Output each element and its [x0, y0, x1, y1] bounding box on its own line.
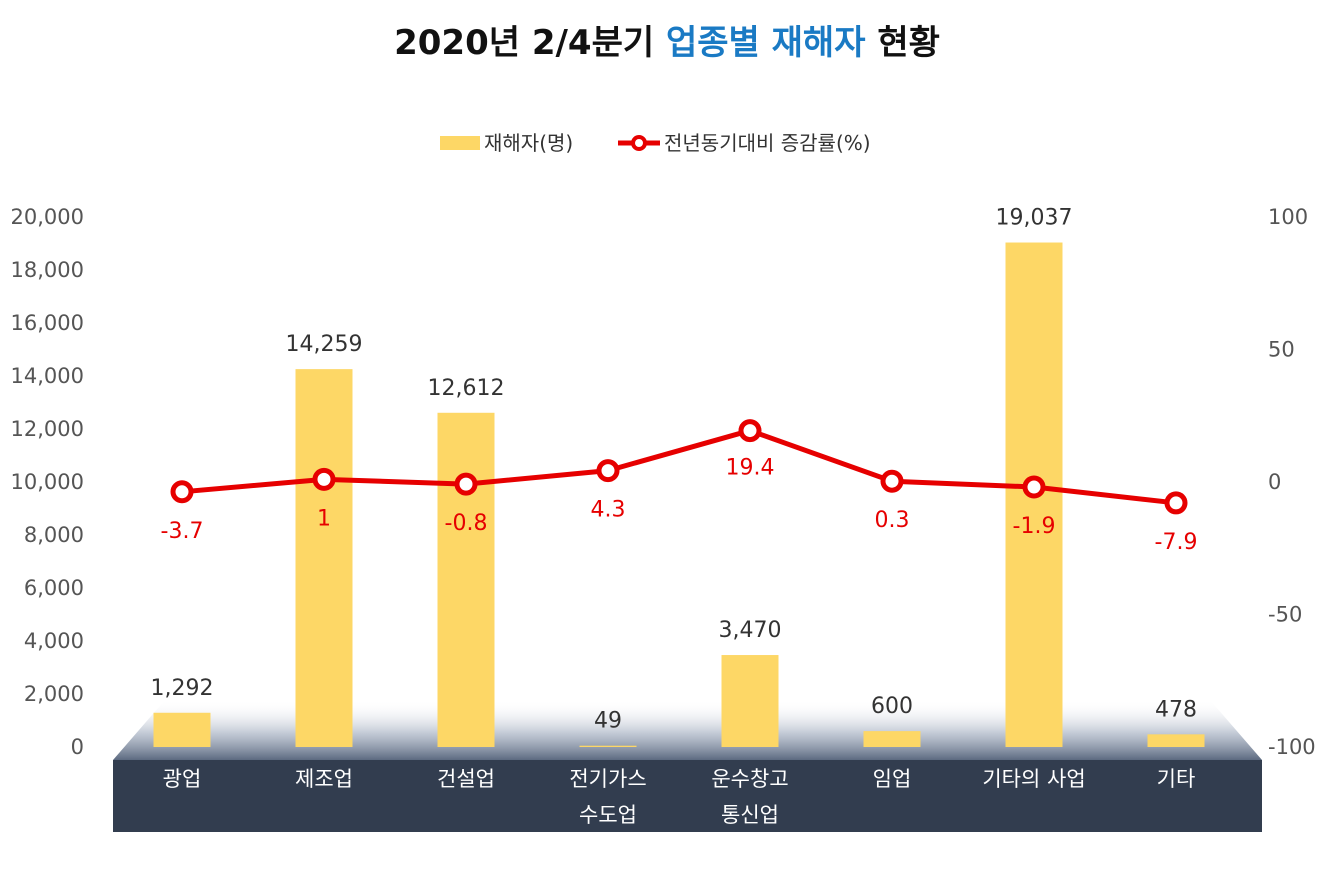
- rate-value-label: 4.3: [591, 498, 626, 523]
- bar-value-label: 12,612: [428, 376, 505, 401]
- left-axis-tick: 0: [71, 735, 84, 759]
- legend-line-label: 전년동기대비 증감률(%): [664, 131, 871, 155]
- left-axis-tick: 6,000: [24, 576, 84, 600]
- bar: [295, 369, 353, 747]
- rate-line: [181, 428, 1177, 506]
- legend-bar-swatch: [440, 136, 480, 150]
- right-axis: -100 -50 0 50 100: [1268, 205, 1316, 759]
- rate-marker: [880, 469, 904, 493]
- category-label: 기타: [1157, 767, 1196, 791]
- rate-marker: [738, 419, 762, 443]
- rate-marker: [170, 480, 194, 504]
- right-axis-tick: -100: [1268, 735, 1316, 759]
- rate-value-label: -7.9: [1155, 530, 1198, 555]
- category-label: 전기가스: [569, 767, 646, 791]
- rate-line-series: [170, 419, 1188, 515]
- left-axis-tick: 14,000: [11, 364, 84, 388]
- category-band: [113, 760, 1262, 832]
- chart-floor: [113, 700, 1262, 760]
- rate-value-label: 1: [317, 506, 331, 531]
- bar: [1147, 734, 1205, 747]
- rate-value-label: 19.4: [726, 456, 775, 481]
- bar: [863, 731, 921, 747]
- bar: [153, 712, 211, 747]
- left-axis-tick: 4,000: [24, 629, 84, 653]
- rate-marker: [596, 459, 620, 483]
- left-axis-tick: 10,000: [11, 470, 84, 494]
- bar-value-label: 19,037: [996, 206, 1073, 231]
- bar: [437, 412, 495, 747]
- rate-value-label: 0.3: [875, 508, 910, 533]
- right-axis-tick: 50: [1268, 338, 1295, 362]
- rate-marker: [1022, 475, 1046, 499]
- rate-marker: [454, 472, 478, 496]
- category-label: 제조업: [295, 767, 353, 791]
- left-axis-tick: 18,000: [11, 258, 84, 282]
- left-axis-tick: 2,000: [24, 682, 84, 706]
- chart-title-suffix: 현황: [866, 23, 940, 63]
- rate-value-label: -3.7: [161, 519, 204, 544]
- left-axis: 0 2,000 4,000 6,000 8,000 10,000 12,000 14,000 1…: [11, 205, 84, 759]
- rate-value-label: -1.9: [1013, 514, 1056, 539]
- bar-value-label: 1,292: [151, 676, 214, 701]
- right-axis-tick: -50: [1268, 603, 1302, 627]
- legend-line-marker: [631, 135, 647, 151]
- chart-title-accent: 업종별 재해자: [666, 23, 866, 63]
- bar-value-label: 49: [594, 709, 622, 734]
- legend-bar-label: 재해자(명): [484, 131, 573, 155]
- bar-value-label: 600: [871, 694, 913, 719]
- left-axis-tick: 20,000: [11, 205, 84, 229]
- category-label: 건설업: [437, 767, 495, 791]
- category-label: 운수창고: [711, 767, 788, 791]
- left-axis-tick: 16,000: [11, 311, 84, 335]
- rate-value-label: -0.8: [445, 511, 488, 536]
- category-label: 수도업: [579, 803, 637, 827]
- category-label: 광업: [163, 767, 202, 791]
- right-axis-tick: 100: [1268, 205, 1308, 229]
- bar: [721, 655, 779, 747]
- right-axis-tick: 0: [1268, 470, 1281, 494]
- category-label: 임업: [873, 767, 912, 791]
- legend: 재해자(명) 전년동기대비 증감률(%): [440, 131, 871, 155]
- bar-value-label: 14,259: [286, 332, 363, 357]
- bar-value-label: 478: [1155, 697, 1197, 722]
- category-label: 기타의 사업: [982, 767, 1085, 791]
- chart-title: 2020년 2/4분기 업종별 재해자 현황: [394, 23, 940, 63]
- left-axis-tick: 8,000: [24, 523, 84, 547]
- chart-title-prefix: 2020년 2/4분기: [394, 23, 666, 63]
- rate-marker: [1164, 491, 1188, 515]
- bar: [579, 745, 637, 747]
- category-label: 통신업: [721, 803, 779, 827]
- rate-marker: [312, 467, 336, 491]
- left-axis-tick: 12,000: [11, 417, 84, 441]
- bar-value-label: 3,470: [719, 618, 782, 643]
- rate-value-labels: -3.7 1 -0.8 4.3 19.4 0.3 -1.9 -7.9: [161, 456, 1198, 555]
- bar-value-labels: 1,292 14,259 12,612 49 3,470 600 19,037 478: [151, 206, 1197, 734]
- bar-series: [153, 242, 1205, 747]
